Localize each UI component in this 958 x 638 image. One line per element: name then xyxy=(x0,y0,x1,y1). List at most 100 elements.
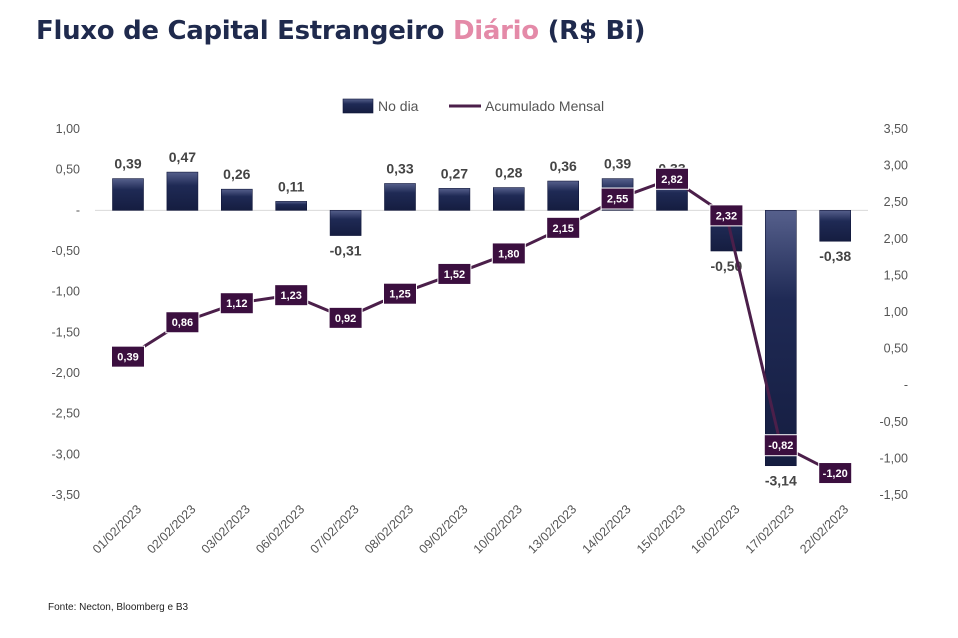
bar-data-label: 0,39 xyxy=(114,156,141,172)
x-tick-label: 14/02/2023 xyxy=(580,502,634,556)
y-right-tick-label: 2,50 xyxy=(884,195,908,209)
line-data-label: 0,92 xyxy=(335,313,356,325)
y-left-tick-label: -2,00 xyxy=(52,366,81,380)
x-tick-label: 22/02/2023 xyxy=(797,502,851,556)
bar xyxy=(275,201,308,211)
line-point-marker xyxy=(437,262,472,285)
legend: No dia Acumulado Mensal xyxy=(342,98,604,114)
y-right-tick-label: 3,00 xyxy=(884,159,908,173)
bar-data-label: -0,31 xyxy=(330,243,362,259)
x-tick-label: 03/02/2023 xyxy=(199,502,253,556)
line-data-label: 1,80 xyxy=(498,248,519,260)
line-data-label: 2,32 xyxy=(716,210,737,222)
line-point-marker xyxy=(383,282,417,305)
x-tick-label: 07/02/2023 xyxy=(308,502,362,556)
bar xyxy=(112,178,144,211)
line-point-marker xyxy=(491,242,526,265)
y-right-tick-label: -1,00 xyxy=(880,451,909,465)
bar xyxy=(166,171,199,211)
line-data-label: 1,25 xyxy=(389,289,410,301)
legend-bar-swatch xyxy=(342,98,374,114)
line-point-marker xyxy=(274,284,309,307)
x-tick-label: 10/02/2023 xyxy=(471,502,525,556)
line-data-label: 1,23 xyxy=(280,290,301,302)
line-data-label: 2,55 xyxy=(607,194,628,206)
bar xyxy=(438,188,471,211)
line-point-marker xyxy=(219,292,254,315)
line-point-marker xyxy=(600,187,635,210)
y-right-tick-label: - xyxy=(904,378,908,392)
bar xyxy=(547,180,580,211)
x-tick-label: 17/02/2023 xyxy=(743,502,797,556)
bar-data-label: 0,39 xyxy=(604,156,631,172)
source-note: Fonte: Necton, Bloomberg e B3 xyxy=(48,602,189,613)
y-right-tick-label: -1,50 xyxy=(880,488,909,502)
y-axis-right: 3,50 3,00 2,50 2,00 1,50 1,00 0,50 - -0,50 -1,00 -… xyxy=(880,122,909,502)
line-point-marker xyxy=(763,434,798,457)
line-point-marker xyxy=(165,311,200,334)
y-right-tick-label: -0,50 xyxy=(880,415,909,429)
x-tick-label: 02/02/2023 xyxy=(144,502,198,556)
y-right-tick-label: 0,50 xyxy=(884,342,908,356)
line-data-label: 0,86 xyxy=(172,317,193,329)
x-tick-label: 06/02/2023 xyxy=(253,502,307,556)
line-point-marker xyxy=(655,167,689,190)
y-right-tick-label: 3,50 xyxy=(884,122,908,136)
line-point-marker xyxy=(818,462,853,485)
bar xyxy=(384,183,416,211)
y-left-tick-label: -1,50 xyxy=(52,325,81,339)
line-data-label: 1,12 xyxy=(226,298,247,310)
bar-data-label: 0,28 xyxy=(495,165,522,181)
line-point-marker xyxy=(546,216,581,239)
line-point-marker xyxy=(709,204,744,227)
line-data-label: -0,82 xyxy=(768,440,793,452)
y-left-tick-label: -1,00 xyxy=(52,285,81,299)
bar-series xyxy=(112,171,852,467)
y-left-tick-label: -0,50 xyxy=(52,244,81,258)
x-tick-label: 15/02/2023 xyxy=(634,502,688,556)
line-point-marker xyxy=(328,306,363,329)
line-data-label: 2,82 xyxy=(661,174,682,186)
line-series: 0,39 0,86 1,12 1,23 0,92 1,25 1,52 1,80 2,15 2,55… xyxy=(111,167,853,485)
bar-data-label: 0,47 xyxy=(169,149,196,165)
bar-data-label: -0,38 xyxy=(819,248,851,264)
x-tick-label: 08/02/2023 xyxy=(362,502,416,556)
line-data-label: 2,15 xyxy=(552,223,573,235)
y-right-tick-label: 1,00 xyxy=(884,305,908,319)
y-left-tick-label: -3,50 xyxy=(52,488,81,502)
bar-data-label: -3,14 xyxy=(765,473,797,489)
bar xyxy=(329,210,362,236)
legend-label-bars: No dia xyxy=(378,98,419,114)
x-tick-label: 16/02/2023 xyxy=(688,502,742,556)
legend-label-line: Acumulado Mensal xyxy=(485,98,604,114)
x-tick-label: 01/02/2023 xyxy=(90,502,144,556)
bar xyxy=(819,210,852,242)
bar-data-label: 0,27 xyxy=(441,165,468,181)
bar xyxy=(221,188,253,211)
bar-data-label: 0,11 xyxy=(278,178,305,194)
y-left-tick-label: -3,00 xyxy=(52,447,81,461)
line-data-label: -1,20 xyxy=(823,468,848,480)
bar-data-label: 0,33 xyxy=(386,160,413,176)
title-suffix: (R$ Bi) xyxy=(538,16,646,46)
x-tick-label: 13/02/2023 xyxy=(525,502,579,556)
bar-data-label: -0,50 xyxy=(710,258,742,274)
y-axis-left: 1,00 0,50 - -0,50 -1,00 -1,50 -2,00 -2,50 -3,00 -… xyxy=(52,122,81,502)
bar xyxy=(764,210,797,467)
bar-data-label: 0,36 xyxy=(550,158,577,174)
chart-title: Fluxo de Capital Estrangeiro Diário (R$ … xyxy=(36,16,645,46)
y-right-tick-label: 1,50 xyxy=(884,268,908,282)
y-left-tick-label: - xyxy=(76,203,80,217)
y-right-tick-label: 2,00 xyxy=(884,232,908,246)
y-left-tick-label: 0,50 xyxy=(56,163,80,177)
bar xyxy=(492,187,525,211)
y-left-tick-label: -2,50 xyxy=(52,407,81,421)
bar-data-label: 0,26 xyxy=(223,166,250,182)
bar-labels: 0,39 0,47 0,26 0,11 -0,31 0,33 0,27 0,28 0,36 0,3… xyxy=(114,149,851,489)
line-point-marker xyxy=(111,345,145,368)
line-data-label: 0,39 xyxy=(117,352,138,364)
title-accent: Diário xyxy=(453,16,539,46)
x-axis: 01/02/2023 02/02/2023 03/02/2023 06/02/2023… xyxy=(90,502,851,556)
x-tick-label: 09/02/2023 xyxy=(416,502,470,556)
